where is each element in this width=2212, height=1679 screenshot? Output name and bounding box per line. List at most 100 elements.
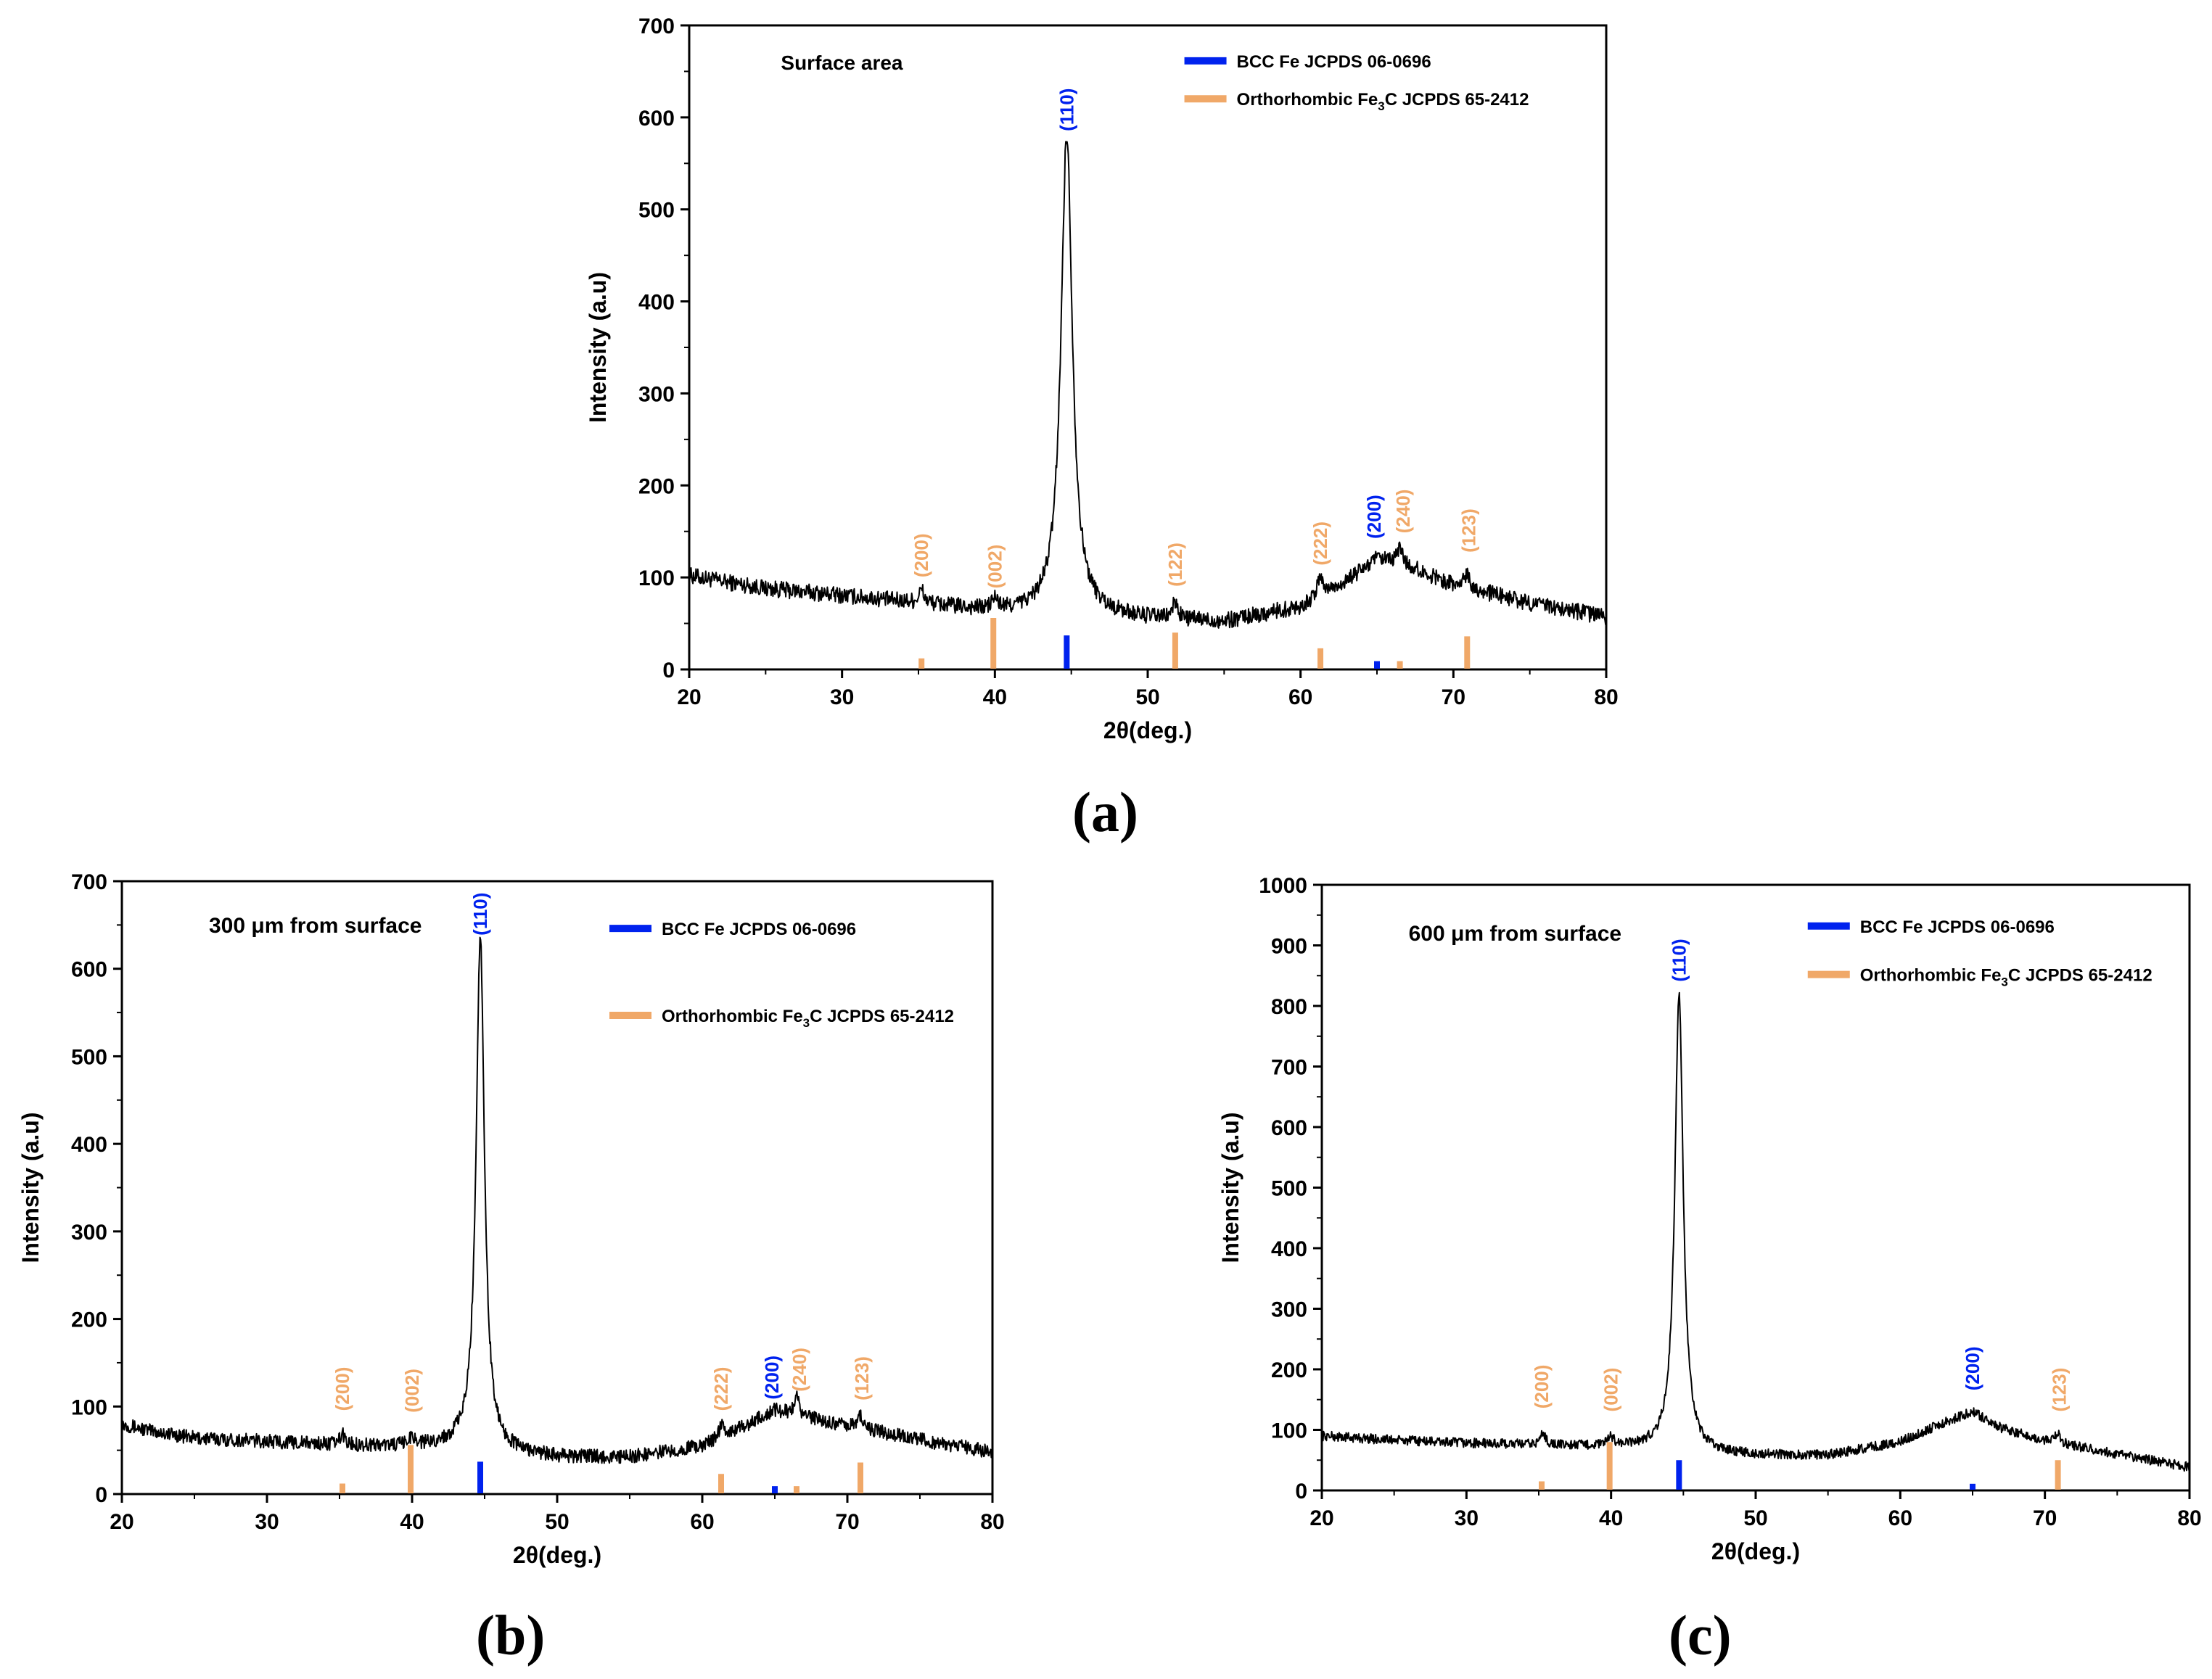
legend-label: BCC Fe JCPDS 06-0696	[1860, 917, 2055, 937]
xrd-trace	[121, 936, 993, 1464]
peak-label: (110)	[469, 893, 491, 936]
y-tick-label: 100	[71, 1395, 107, 1419]
y-tick-label: 600	[1271, 1116, 1307, 1140]
panel-label-b: (b)	[476, 1604, 546, 1667]
x-tick-label: 50	[1743, 1506, 1767, 1530]
y-tick-label: 200	[1271, 1358, 1307, 1382]
y-axis-title: Intensity (a.u)	[585, 272, 611, 423]
peak-label: (110)	[1056, 88, 1077, 131]
x-tick-label: 40	[400, 1510, 424, 1534]
y-tick-label: 500	[71, 1045, 107, 1069]
legend-label-rest: C JCPDS 65-2412	[2008, 966, 2153, 986]
x-tick-label: 40	[983, 685, 1007, 709]
x-axis-title: 2θ(deg.)	[513, 1542, 601, 1568]
chart-annotation: 600 μm from surface	[1409, 922, 1621, 946]
x-tick-label: 60	[1288, 685, 1312, 709]
peak-label: (200)	[1363, 495, 1385, 539]
legend-label-rest: C JCPDS 65-2412	[810, 1007, 954, 1026]
x-axis-title: 2θ(deg.)	[1103, 717, 1192, 743]
legend-label-rest: C JCPDS 65-2412	[1385, 90, 1529, 110]
y-tick-label: 300	[638, 382, 675, 406]
xrd-trace	[688, 141, 1607, 629]
y-tick-label: 900	[1271, 935, 1307, 959]
x-tick-label: 70	[1442, 685, 1465, 709]
x-tick-label: 80	[2177, 1506, 2201, 1530]
peak-label: (200)	[910, 533, 932, 577]
peak-label: (002)	[1600, 1368, 1622, 1412]
y-tick-label: 700	[1271, 1056, 1307, 1080]
peak-label: (123)	[851, 1356, 873, 1400]
y-tick-label: 400	[71, 1133, 107, 1157]
y-axis-title: Intensity (a.u)	[17, 1112, 44, 1263]
legend-label-main: Orthorhombic Fe	[662, 1007, 803, 1026]
x-tick-label: 60	[690, 1510, 714, 1534]
plot-frame	[120, 880, 994, 1496]
legend-label-subscript: 3	[1378, 99, 1384, 113]
y-tick-label: 0	[1295, 1480, 1307, 1503]
y-tick-label: 700	[71, 870, 107, 894]
y-axis-title: Intensity (a.u)	[1217, 1112, 1243, 1263]
peak-label: (200)	[1962, 1347, 1983, 1391]
peak-label: (200)	[332, 1367, 353, 1411]
peak-label: (002)	[984, 545, 1006, 589]
y-tick-label: 300	[1271, 1298, 1307, 1322]
legend-label: Orthorhombic Fe3C JCPDS 65-2412	[1860, 966, 2153, 989]
x-tick-label: 20	[110, 1510, 133, 1534]
y-tick-label: 100	[638, 566, 675, 590]
peak-label: (240)	[789, 1348, 810, 1392]
legend-label: BCC Fe JCPDS 06-0696	[662, 920, 856, 939]
x-tick-label: 70	[2033, 1506, 2057, 1530]
chart-annotation: Surface area	[781, 51, 903, 74]
y-tick-label: 100	[1271, 1419, 1307, 1443]
y-tick-label: 600	[638, 107, 675, 131]
peak-label: (222)	[1309, 521, 1331, 566]
peak-label: (200)	[1531, 1365, 1553, 1409]
x-tick-label: 60	[1888, 1506, 1912, 1530]
y-tick-label: 400	[638, 291, 675, 315]
y-tick-label: 200	[71, 1308, 107, 1332]
xrd-chart-300um: 20 30 40 50 60 70 80 0 100 200 300 400 500 600 700 2θ(d…	[17, 870, 1005, 1568]
x-axis-title: 2θ(deg.)	[1711, 1538, 1800, 1564]
peak-label: (123)	[2049, 1368, 2071, 1412]
x-tick-label: 50	[1135, 685, 1159, 709]
x-tick-label: 20	[677, 685, 701, 709]
x-tick-label: 20	[1309, 1506, 1333, 1530]
y-tick-label: 700	[638, 15, 675, 38]
peak-label: (002)	[401, 1369, 423, 1413]
xrd-chart-600um: 20 30 40 50 60 70 8001002003004005006007008009…	[1217, 874, 2202, 1564]
y-tick-label: 200	[638, 474, 675, 498]
legend-label-subscript: 3	[2001, 975, 2007, 989]
x-tick-label: 30	[255, 1510, 279, 1534]
y-tick-label: 600	[71, 958, 107, 982]
y-tick-label: 400	[1271, 1237, 1307, 1261]
x-tick-label: 80	[1594, 685, 1618, 709]
legend-label: BCC Fe JCPDS 06-0696	[1237, 52, 1431, 72]
legend-label: Orthorhombic Fe3C JCPDS 65-2412	[1237, 90, 1529, 113]
x-tick-label: 30	[1455, 1506, 1479, 1530]
y-tick-label: 800	[1271, 995, 1307, 1019]
panel-label-a: (a)	[1072, 780, 1138, 843]
x-tick-label: 80	[980, 1510, 1004, 1534]
legend-label-main: Orthorhombic Fe	[1237, 90, 1378, 110]
y-tick-label: 1000	[1259, 874, 1307, 898]
panel-label-c: (c)	[1669, 1604, 1732, 1667]
y-tick-label: 0	[662, 659, 675, 682]
x-tick-label: 70	[835, 1510, 859, 1534]
peak-label: (110)	[1668, 938, 1690, 981]
legend-label-main: Orthorhombic Fe	[1860, 966, 2002, 986]
peak-label: (200)	[761, 1356, 783, 1400]
chart-annotation: 300 μm from surface	[209, 914, 422, 938]
y-tick-label: 500	[1271, 1177, 1307, 1201]
y-tick-label: 500	[638, 199, 675, 223]
legend-label-subscript: 3	[803, 1016, 810, 1030]
legend-label: Orthorhombic Fe3C JCPDS 65-2412	[662, 1007, 954, 1030]
x-tick-label: 40	[1599, 1506, 1623, 1530]
peak-label: (240)	[1392, 490, 1414, 534]
peak-label: (222)	[710, 1367, 732, 1411]
peak-label: (123)	[1457, 508, 1479, 553]
x-tick-label: 30	[830, 685, 854, 709]
xrd-chart-surface-area: 20 30 40 50 60 70 80 0 100 200 300 400 500 600 700 2θ(d…	[585, 15, 1619, 743]
x-tick-label: 50	[545, 1510, 569, 1534]
y-tick-label: 300	[71, 1221, 107, 1245]
xrd-trace	[1321, 991, 2190, 1472]
